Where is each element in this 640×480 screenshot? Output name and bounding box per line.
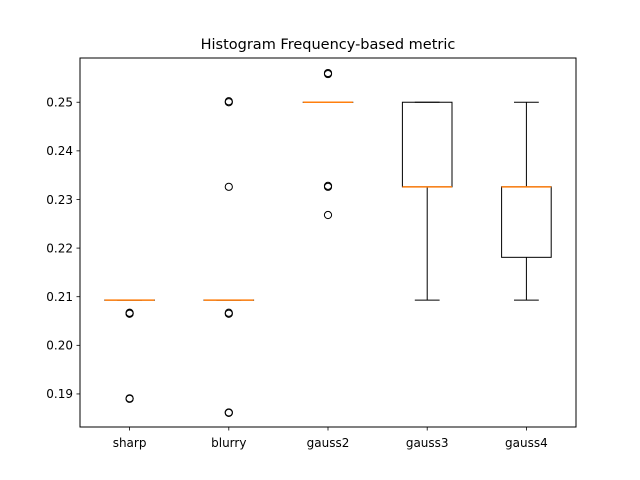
y-tick-label: 0.22 bbox=[46, 241, 73, 255]
y-tick-label: 0.21 bbox=[46, 290, 73, 304]
outlier-point bbox=[224, 408, 233, 417]
y-axis: 0.19 0.20 0.21 0.22 0.23 0.24 0.25 bbox=[46, 96, 80, 401]
box-iqr bbox=[501, 186, 552, 258]
plot-marks bbox=[104, 68, 552, 418]
x-tick-label: blurry bbox=[211, 436, 246, 450]
y-tick-label: 0.25 bbox=[46, 96, 73, 110]
chart-title: Histogram Frequency-based metric bbox=[201, 37, 456, 53]
box-group-sharp bbox=[104, 299, 155, 403]
y-tick-label: 0.24 bbox=[46, 144, 73, 158]
box-group-gauss2 bbox=[302, 68, 354, 220]
outlier-point bbox=[224, 97, 233, 106]
box-group-blurry bbox=[203, 97, 255, 418]
x-tick-label: sharp bbox=[113, 436, 147, 450]
x-tick-label: gauss3 bbox=[406, 436, 449, 450]
y-tick-label: 0.20 bbox=[46, 339, 73, 353]
outlier-point bbox=[323, 181, 333, 190]
outlier-point bbox=[323, 210, 333, 220]
x-axis: sharp blurry gauss2 gauss3 gauss4 bbox=[113, 427, 548, 450]
y-tick-label: 0.19 bbox=[46, 387, 73, 401]
box-group-gauss4 bbox=[501, 101, 552, 301]
outlier-point bbox=[224, 182, 233, 191]
x-tick-label: gauss4 bbox=[505, 436, 548, 450]
y-tick-label: 0.23 bbox=[46, 193, 73, 207]
box-iqr bbox=[401, 101, 453, 188]
outlier-point bbox=[323, 68, 333, 78]
outlier-point bbox=[224, 308, 233, 317]
outlier-point bbox=[125, 308, 134, 317]
box-group-gauss3 bbox=[401, 101, 453, 301]
outlier-point bbox=[125, 394, 134, 403]
x-tick-label: gauss2 bbox=[307, 436, 350, 450]
